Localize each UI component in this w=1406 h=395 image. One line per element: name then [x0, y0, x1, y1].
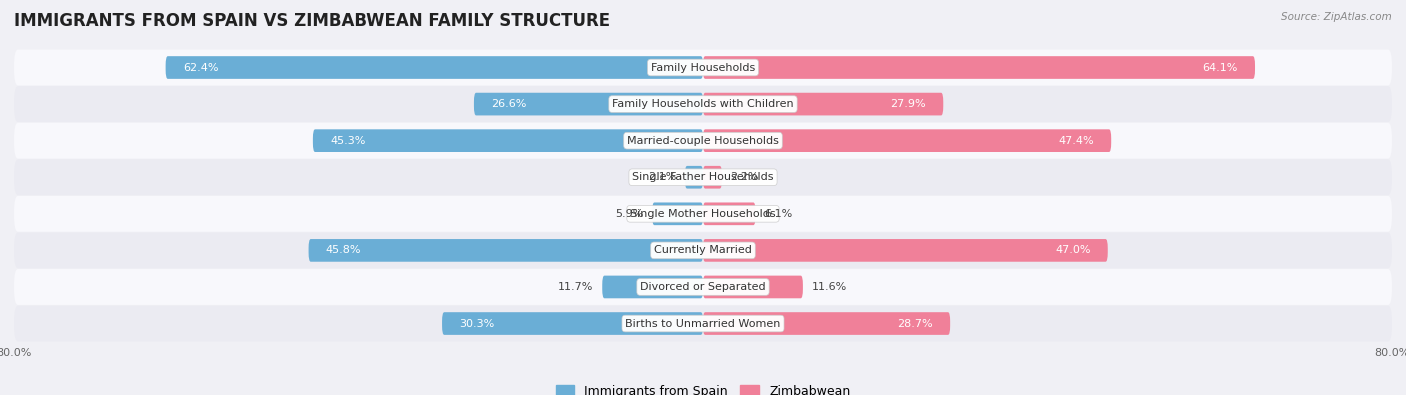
FancyBboxPatch shape — [308, 239, 703, 262]
FancyBboxPatch shape — [703, 239, 1108, 262]
Text: 30.3%: 30.3% — [460, 318, 495, 329]
FancyBboxPatch shape — [602, 276, 703, 298]
FancyBboxPatch shape — [703, 166, 721, 188]
Text: 11.7%: 11.7% — [558, 282, 593, 292]
Text: Family Households with Children: Family Households with Children — [612, 99, 794, 109]
FancyBboxPatch shape — [703, 203, 755, 225]
Text: Currently Married: Currently Married — [654, 245, 752, 256]
FancyBboxPatch shape — [703, 93, 943, 115]
Text: Births to Unmarried Women: Births to Unmarried Women — [626, 318, 780, 329]
Text: 6.1%: 6.1% — [763, 209, 793, 219]
FancyBboxPatch shape — [441, 312, 703, 335]
FancyBboxPatch shape — [314, 129, 703, 152]
Text: Family Households: Family Households — [651, 62, 755, 73]
FancyBboxPatch shape — [703, 312, 950, 335]
FancyBboxPatch shape — [474, 93, 703, 115]
FancyBboxPatch shape — [166, 56, 703, 79]
Text: 45.8%: 45.8% — [326, 245, 361, 256]
Text: 47.4%: 47.4% — [1059, 135, 1094, 146]
FancyBboxPatch shape — [703, 56, 1256, 79]
FancyBboxPatch shape — [703, 276, 803, 298]
Text: Married-couple Households: Married-couple Households — [627, 135, 779, 146]
Text: 47.0%: 47.0% — [1054, 245, 1091, 256]
FancyBboxPatch shape — [14, 269, 1392, 305]
FancyBboxPatch shape — [14, 123, 1392, 158]
Text: 2.1%: 2.1% — [648, 172, 676, 182]
FancyBboxPatch shape — [14, 233, 1392, 268]
Text: Single Mother Households: Single Mother Households — [630, 209, 776, 219]
Legend: Immigrants from Spain, Zimbabwean: Immigrants from Spain, Zimbabwean — [551, 380, 855, 395]
Text: 2.2%: 2.2% — [731, 172, 759, 182]
Text: Divorced or Separated: Divorced or Separated — [640, 282, 766, 292]
FancyBboxPatch shape — [14, 159, 1392, 195]
Text: 28.7%: 28.7% — [897, 318, 934, 329]
FancyBboxPatch shape — [703, 129, 1111, 152]
Text: 11.6%: 11.6% — [811, 282, 846, 292]
Text: Source: ZipAtlas.com: Source: ZipAtlas.com — [1281, 12, 1392, 22]
FancyBboxPatch shape — [652, 203, 703, 225]
Text: 45.3%: 45.3% — [330, 135, 366, 146]
FancyBboxPatch shape — [14, 306, 1392, 341]
Text: IMMIGRANTS FROM SPAIN VS ZIMBABWEAN FAMILY STRUCTURE: IMMIGRANTS FROM SPAIN VS ZIMBABWEAN FAMI… — [14, 12, 610, 30]
Text: 62.4%: 62.4% — [183, 62, 218, 73]
FancyBboxPatch shape — [685, 166, 703, 188]
FancyBboxPatch shape — [14, 50, 1392, 85]
FancyBboxPatch shape — [14, 196, 1392, 232]
Text: 64.1%: 64.1% — [1202, 62, 1237, 73]
Text: Single Father Households: Single Father Households — [633, 172, 773, 182]
Text: 26.6%: 26.6% — [491, 99, 526, 109]
Text: 5.9%: 5.9% — [616, 209, 644, 219]
Text: 27.9%: 27.9% — [890, 99, 927, 109]
FancyBboxPatch shape — [14, 86, 1392, 122]
